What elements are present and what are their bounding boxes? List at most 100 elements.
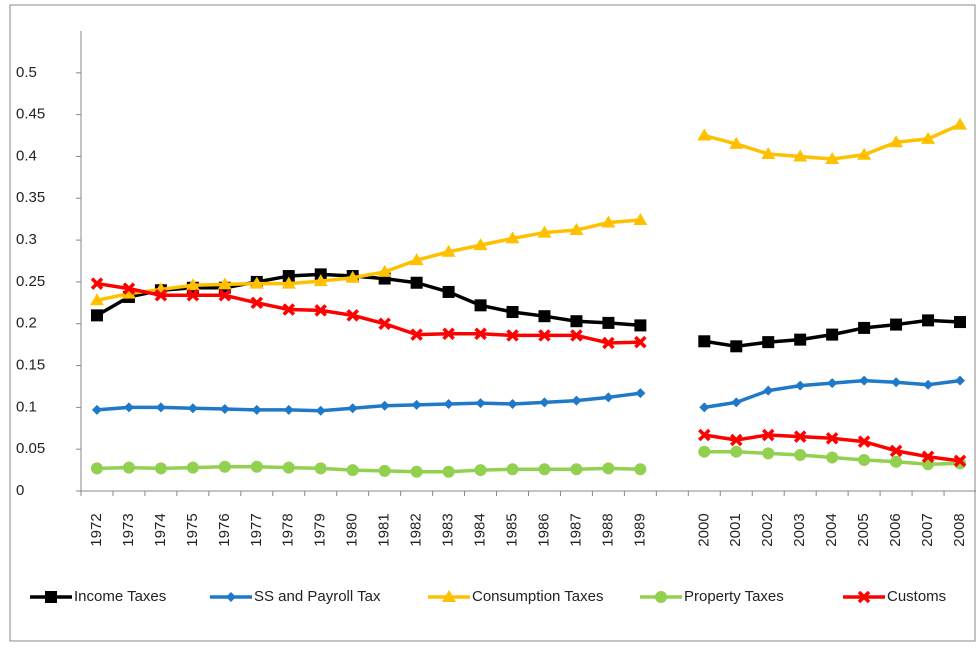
y-tick-label: 0 xyxy=(16,482,24,499)
marker xyxy=(763,385,774,396)
marker xyxy=(443,399,454,410)
marker xyxy=(889,444,903,458)
marker xyxy=(827,378,838,389)
legend-item: SS and Payroll Tax xyxy=(210,588,381,605)
marker xyxy=(730,340,743,353)
marker xyxy=(655,591,667,603)
marker xyxy=(185,278,200,291)
x-tick-label: 2005 xyxy=(855,513,872,546)
marker xyxy=(475,398,486,409)
marker xyxy=(570,315,583,328)
legend-label: Customs xyxy=(887,588,946,605)
marker xyxy=(729,136,744,149)
marker xyxy=(761,428,775,442)
marker xyxy=(569,223,584,236)
marker xyxy=(793,149,808,162)
legend-item: Consumption Taxes xyxy=(428,588,603,605)
marker xyxy=(730,445,743,458)
marker xyxy=(761,146,776,159)
marker xyxy=(793,430,807,443)
marker xyxy=(313,274,328,287)
marker xyxy=(537,225,552,238)
marker xyxy=(697,128,712,141)
marker xyxy=(857,590,871,604)
marker xyxy=(633,213,648,226)
marker xyxy=(346,464,359,477)
marker xyxy=(410,276,423,289)
marker xyxy=(281,276,296,289)
x-tick-label: 1981 xyxy=(376,513,393,546)
marker xyxy=(441,244,456,257)
marker xyxy=(890,318,903,331)
marker xyxy=(91,404,102,415)
x-tick-label: 1974 xyxy=(152,513,169,546)
marker xyxy=(825,151,840,164)
marker xyxy=(378,464,391,477)
legend-item: Income Taxes xyxy=(30,588,166,605)
x-tick-label: 1978 xyxy=(280,513,297,546)
chart-frame xyxy=(9,4,976,642)
x-tick-label: 2003 xyxy=(791,513,808,546)
marker xyxy=(409,253,424,266)
marker xyxy=(250,296,264,310)
marker xyxy=(89,293,104,306)
legend-label: Consumption Taxes xyxy=(472,588,603,605)
marker xyxy=(442,327,455,341)
marker xyxy=(411,399,422,410)
marker xyxy=(794,333,807,346)
marker xyxy=(538,463,551,476)
marker xyxy=(698,335,711,348)
marker xyxy=(602,462,615,475)
marker xyxy=(857,435,871,448)
marker xyxy=(283,404,294,415)
marker xyxy=(923,379,934,390)
marker xyxy=(155,402,166,413)
marker xyxy=(699,402,710,413)
marker xyxy=(507,399,518,410)
marker xyxy=(603,392,614,403)
marker xyxy=(442,465,455,478)
marker xyxy=(473,238,488,251)
marker xyxy=(953,454,967,468)
marker xyxy=(122,282,136,295)
marker xyxy=(826,328,839,341)
x-tick-label: 2002 xyxy=(759,513,776,546)
marker xyxy=(857,147,872,160)
legend-item: Property Taxes xyxy=(640,588,784,605)
marker xyxy=(90,277,104,290)
marker xyxy=(602,316,615,329)
marker xyxy=(539,397,550,408)
marker xyxy=(410,465,423,478)
x-tick-label: 1985 xyxy=(503,513,520,546)
marker xyxy=(314,462,327,475)
marker xyxy=(249,276,264,289)
marker xyxy=(187,403,198,414)
marker xyxy=(474,299,487,312)
marker xyxy=(858,321,871,334)
marker xyxy=(379,400,390,411)
x-tick-label: 1983 xyxy=(440,513,457,546)
marker xyxy=(378,317,391,330)
x-tick-label: 1980 xyxy=(344,513,361,546)
marker xyxy=(762,447,775,460)
x-tick-label: 2000 xyxy=(695,513,712,546)
x-tick-label: 1972 xyxy=(88,513,105,546)
marker xyxy=(121,286,136,299)
marker xyxy=(345,270,360,283)
x-tick-label: 1989 xyxy=(631,513,648,546)
marker xyxy=(186,289,200,302)
marker xyxy=(730,433,743,447)
marker xyxy=(635,388,646,399)
marker xyxy=(825,432,839,445)
y-tick-label: 0.05 xyxy=(16,440,45,457)
marker xyxy=(347,403,358,414)
marker xyxy=(315,405,326,416)
marker xyxy=(954,316,967,329)
marker xyxy=(889,135,904,148)
marker xyxy=(250,460,263,473)
x-tick-label: 1975 xyxy=(184,513,201,546)
x-tick-label: 2004 xyxy=(823,513,840,546)
marker xyxy=(346,309,359,322)
marker xyxy=(314,304,327,317)
marker xyxy=(217,277,232,290)
